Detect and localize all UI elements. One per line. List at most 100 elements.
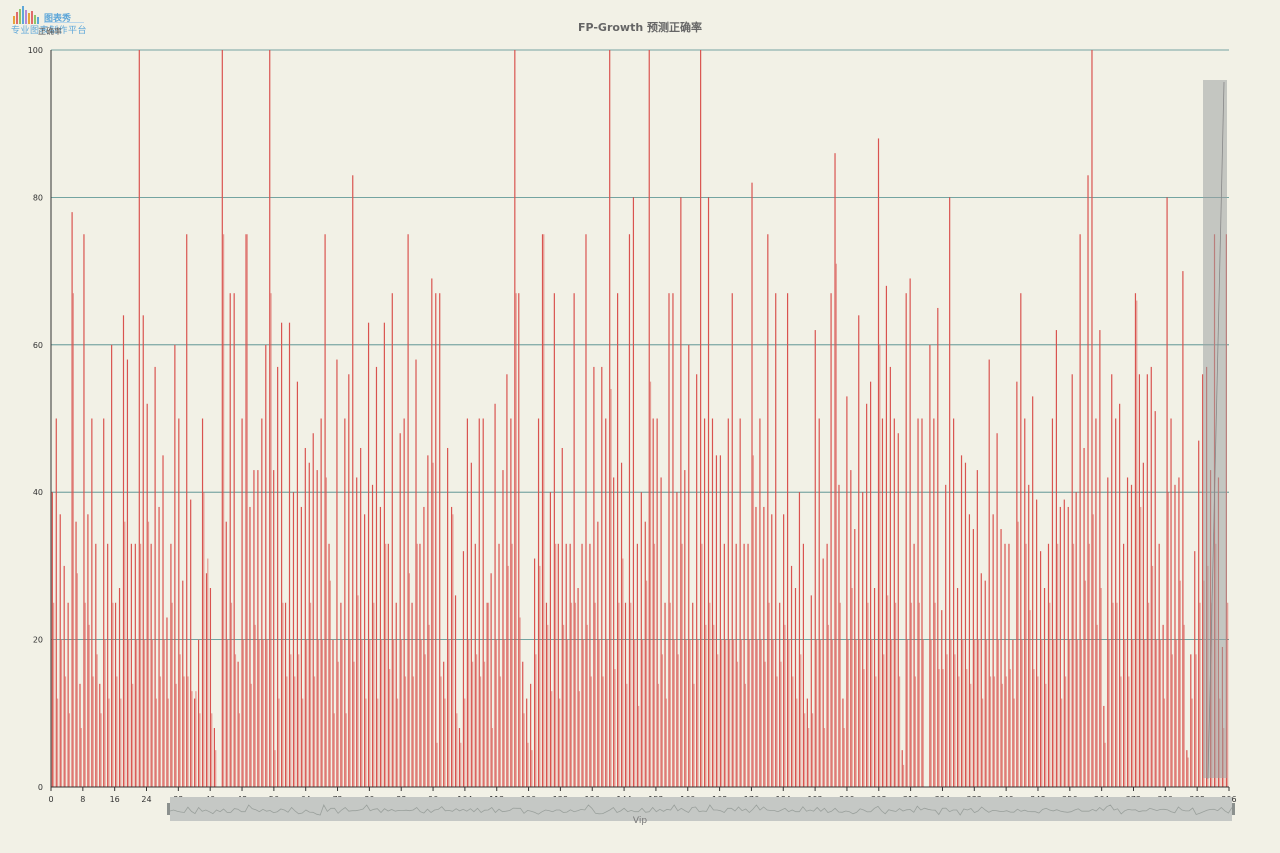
bar	[249, 506, 251, 787]
bar	[617, 293, 619, 787]
bar	[126, 359, 129, 787]
bar	[132, 683, 134, 787]
bar	[1151, 565, 1154, 787]
bar	[810, 595, 812, 787]
bar	[689, 639, 691, 787]
bar	[1195, 654, 1197, 787]
bar	[385, 543, 387, 787]
bar	[744, 683, 746, 787]
bar	[901, 750, 903, 787]
bar	[843, 728, 845, 787]
bar	[487, 602, 490, 787]
bar	[1072, 543, 1075, 787]
bar	[138, 50, 140, 787]
bar	[665, 698, 667, 787]
bar	[1037, 676, 1039, 787]
bar	[980, 573, 982, 787]
bar	[909, 278, 911, 787]
bar	[146, 403, 148, 787]
bar	[818, 418, 820, 787]
bar	[490, 573, 492, 787]
bar	[1187, 757, 1189, 787]
bar	[238, 713, 241, 787]
bar	[531, 750, 533, 787]
bar	[1091, 50, 1093, 787]
bar	[867, 602, 869, 787]
bar	[557, 543, 559, 787]
bar	[336, 359, 338, 787]
bar	[1174, 484, 1176, 787]
bar	[1021, 639, 1023, 787]
bar	[648, 50, 650, 787]
bar	[391, 293, 393, 787]
bar	[439, 293, 441, 787]
bar	[114, 602, 117, 787]
bar	[719, 455, 721, 787]
bar	[269, 50, 271, 787]
bar	[416, 543, 418, 787]
logo-bar	[16, 12, 18, 24]
bar	[870, 381, 872, 787]
bar	[96, 654, 98, 787]
bar	[317, 639, 320, 787]
bar	[590, 676, 592, 787]
bar	[842, 698, 844, 787]
data-zoom-slider[interactable]	[167, 797, 1235, 821]
bar	[968, 514, 971, 787]
bar	[846, 396, 848, 787]
bar	[84, 602, 86, 787]
bar	[209, 588, 212, 787]
bar	[889, 366, 891, 787]
bar	[921, 418, 923, 787]
bar	[179, 654, 181, 787]
bar	[507, 565, 509, 787]
bar	[1033, 669, 1035, 787]
bar	[1012, 639, 1014, 787]
brush-selection[interactable]	[1203, 80, 1227, 780]
bar	[895, 602, 897, 787]
bar	[589, 543, 591, 787]
bar	[1084, 580, 1086, 787]
bar	[523, 713, 525, 787]
bar	[705, 624, 707, 787]
bar	[834, 153, 836, 787]
bar	[598, 639, 600, 787]
bar	[514, 50, 516, 787]
bar	[1028, 484, 1030, 787]
bar	[966, 669, 968, 787]
bar	[701, 543, 703, 787]
y-tick-label: 100	[28, 46, 43, 55]
bar	[344, 418, 346, 787]
bar	[819, 639, 822, 787]
bar	[478, 418, 480, 787]
bar	[949, 197, 951, 787]
bar	[462, 551, 465, 787]
bar	[636, 543, 638, 787]
bar	[1067, 506, 1069, 787]
bar	[1158, 543, 1160, 787]
bar	[1039, 551, 1042, 787]
bar	[1107, 477, 1109, 787]
bar	[444, 698, 446, 787]
bar	[703, 418, 706, 787]
bar	[203, 492, 205, 787]
bar	[221, 50, 223, 787]
bar	[53, 602, 55, 787]
bar	[150, 543, 152, 787]
bar	[423, 506, 425, 787]
bar	[586, 624, 588, 787]
bar	[197, 639, 200, 787]
bar	[622, 558, 624, 787]
bar	[649, 381, 652, 787]
bar	[1099, 330, 1101, 787]
bar	[1080, 639, 1083, 787]
bar	[387, 543, 389, 787]
bar	[324, 234, 326, 787]
bar	[284, 602, 287, 787]
bar	[543, 234, 545, 787]
bar	[555, 543, 557, 787]
bar	[673, 639, 675, 787]
bar	[798, 492, 801, 787]
bar	[664, 602, 666, 787]
bar	[1120, 676, 1122, 787]
